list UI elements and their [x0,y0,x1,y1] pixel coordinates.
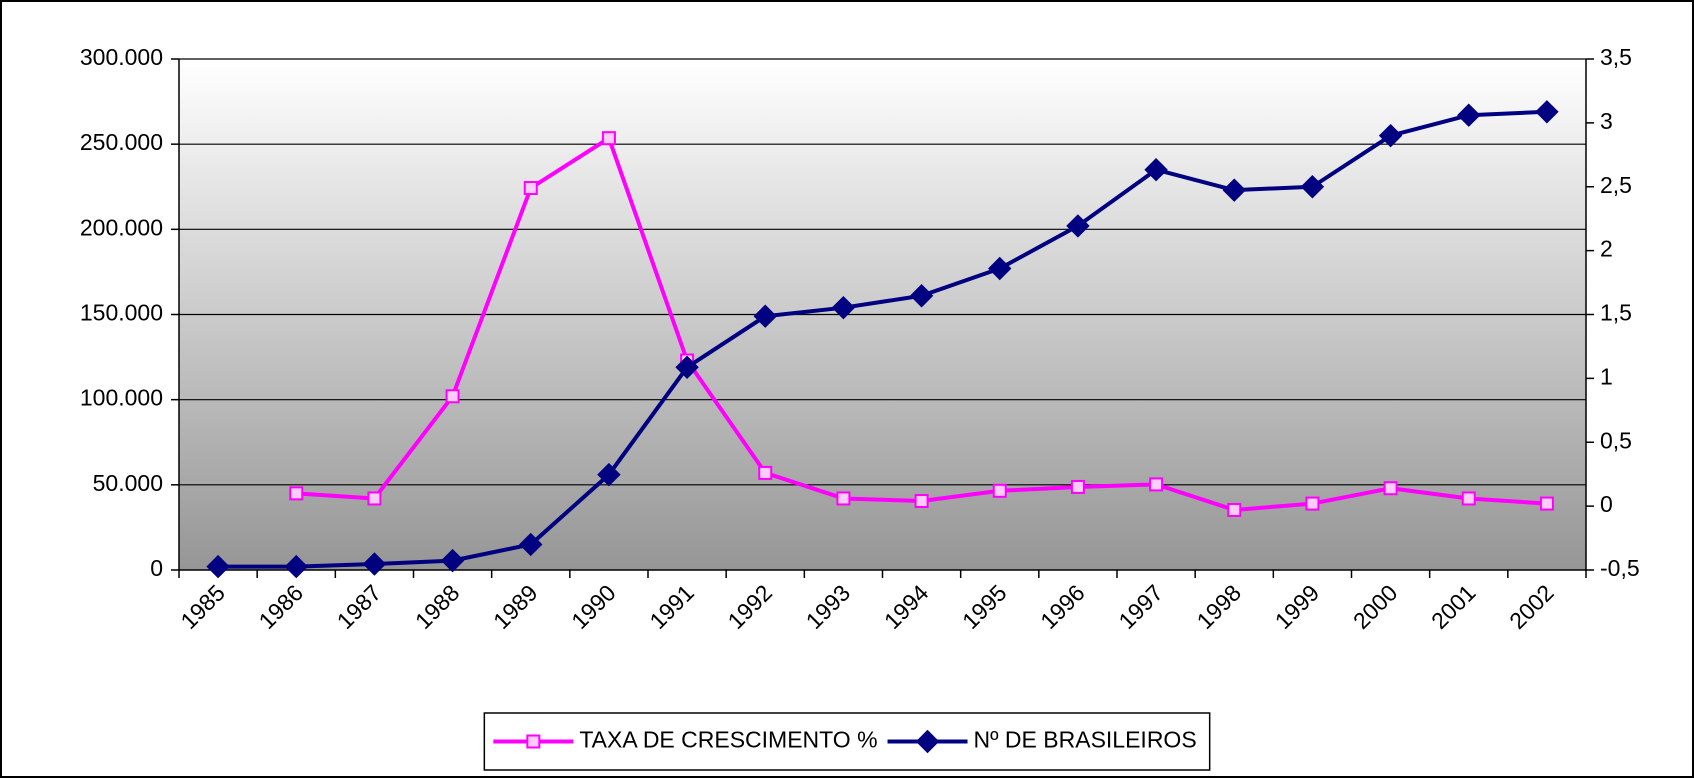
diamond-marker [206,554,230,579]
y2-tick-label: 2,5 [1600,172,1632,198]
y-tick-label: 0 [150,555,163,581]
diamond-marker [1222,178,1246,202]
y2-tick-label: -0,5 [1600,555,1640,581]
y2-tick-label: 3,5 [1600,44,1632,70]
diamond-marker [988,256,1012,281]
y2-tick-label: 3 [1600,108,1613,134]
diamond-marker [915,729,940,754]
y-tick-label: 200.000 [80,214,163,240]
square-marker [1461,491,1476,506]
square-marker [1383,481,1398,496]
square-marker [836,491,851,506]
y2-tick-label: 1,5 [1600,300,1632,326]
diamond-marker [753,304,777,328]
square-marker [914,494,929,509]
square-marker [758,465,773,480]
square-marker [1305,496,1320,511]
legend-label: Nº DE BRASILEIROS [974,727,1197,753]
diamond-marker [909,284,934,308]
diamond-marker [1457,103,1481,127]
square-marker [1070,479,1085,494]
diamond-marker [1378,123,1403,148]
diamond-marker [1066,214,1090,238]
series-line [218,109,1548,569]
legend-box [483,712,1211,771]
y-tick-label: 250.000 [80,129,163,155]
square-marker [1149,477,1164,492]
diamond-marker [284,554,308,579]
y-tick-label: 150.000 [80,300,163,326]
diamond-marker [440,548,465,573]
diamond-marker [1144,158,1168,182]
square-marker [367,491,382,506]
y-tick-label: 100.000 [80,385,163,411]
legend: TAXA DE CRESCIMENTO % Nº DE BRASILEIROS [483,712,1211,771]
diamond-marker [1300,175,1325,199]
y2-tick-label: 0 [1600,491,1613,517]
y-tick-label: 300.000 [80,44,163,70]
diamond-marker [519,532,543,557]
square-marker [1227,502,1242,517]
square-marker [445,389,460,404]
legend-label: TAXA DE CRESCIMENTO % [579,727,877,753]
square-marker [601,131,616,146]
square-marker [992,483,1007,498]
y2-tick-label: 0,5 [1600,427,1632,453]
square-marker [289,486,304,501]
square-marker [1539,496,1554,511]
y-tick-label: 50.000 [93,470,163,496]
y2-tick-label: 2 [1600,236,1613,262]
square-marker [526,734,541,749]
diamond-marker [675,355,699,380]
diamond-marker [831,295,856,320]
square-marker [523,181,538,196]
diamond-marker [597,462,621,487]
diamond-marker [362,552,387,576]
y2-tick-label: 1 [1600,363,1613,389]
diamond-marker [1535,100,1559,124]
